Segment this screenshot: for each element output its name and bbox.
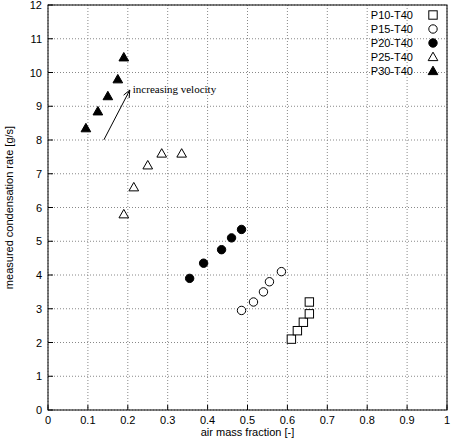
annotation-arrow	[104, 90, 130, 140]
tick-label: 4	[36, 269, 42, 281]
tick-label: 9	[36, 100, 42, 112]
tick-label: 0	[36, 404, 42, 416]
tick-label: 7	[36, 168, 42, 180]
point	[293, 326, 301, 334]
tick-label: 0	[45, 414, 51, 426]
point	[177, 149, 187, 157]
tick	[287, 405, 288, 410]
plot-frame	[48, 5, 447, 410]
point	[237, 225, 245, 233]
point	[305, 310, 313, 318]
annotation-arrowhead	[124, 90, 130, 98]
tick-label: 2	[36, 337, 42, 349]
grid-line	[48, 308, 447, 309]
legend-marker	[429, 39, 437, 47]
tick	[207, 405, 208, 410]
grid-line	[48, 140, 447, 141]
point	[199, 259, 207, 267]
tick-label: 8	[36, 134, 42, 146]
point	[157, 149, 167, 157]
y-axis-label: measured condensation rate [g/s]	[3, 126, 15, 289]
point	[237, 306, 245, 314]
tick	[48, 38, 53, 39]
point	[249, 298, 257, 306]
grid-line	[48, 241, 447, 242]
tick	[48, 275, 53, 276]
point	[277, 267, 285, 275]
tick	[247, 405, 248, 410]
grid-line	[48, 376, 447, 377]
tick	[48, 308, 53, 309]
tick	[367, 405, 368, 410]
annotation: increasing velocity	[133, 83, 217, 95]
tick-label: 1	[36, 370, 42, 382]
point	[305, 298, 313, 306]
point	[299, 318, 307, 326]
legend-label: P10-T40	[371, 9, 413, 21]
tick	[48, 376, 53, 377]
grid-line	[48, 342, 447, 343]
tick-label: 1	[444, 414, 450, 426]
point	[81, 123, 91, 131]
tick-label: 5	[36, 235, 42, 247]
tick-label: 0.1	[80, 414, 95, 426]
legend-marker	[429, 11, 437, 19]
tick-label: 11	[31, 33, 42, 45]
tick-label: 0.5	[240, 414, 255, 426]
x-axis-label: air mass fraction [-]	[201, 426, 295, 438]
legend-label: P20-T40	[371, 37, 413, 49]
point	[119, 52, 129, 60]
tick-label: 6	[36, 202, 42, 214]
point	[265, 278, 273, 286]
legend-label: P25-T40	[371, 51, 413, 63]
tick	[87, 405, 88, 410]
data-group	[81, 52, 313, 343]
grid-line	[247, 5, 248, 410]
tick	[167, 405, 168, 410]
chart: 00.10.20.30.40.50.60.70.80.9101234567891…	[0, 0, 452, 440]
tick	[48, 173, 53, 174]
point	[113, 74, 123, 82]
tick	[127, 405, 128, 410]
tick	[48, 106, 53, 107]
point	[217, 245, 225, 253]
point	[287, 335, 295, 343]
tick-label: 0.7	[320, 414, 335, 426]
tick	[48, 241, 53, 242]
grid-line	[127, 5, 128, 410]
point	[259, 288, 267, 296]
tick	[48, 72, 53, 73]
tick-label: 3	[36, 303, 42, 315]
tick	[48, 140, 53, 141]
grid-line	[48, 275, 447, 276]
point	[143, 160, 153, 168]
tick	[407, 405, 408, 410]
grid-line	[48, 207, 447, 208]
legend-label: P15-T40	[371, 23, 413, 35]
point	[129, 182, 139, 190]
legend-label: P30-T40	[371, 65, 413, 77]
point	[185, 274, 193, 282]
legend-marker	[429, 25, 437, 33]
point	[119, 209, 129, 217]
grid-line	[287, 5, 288, 410]
tick-label: 12	[30, 0, 42, 11]
legend-marker	[428, 52, 438, 60]
tick	[48, 207, 53, 208]
legend-marker	[428, 66, 438, 74]
grid-line	[48, 106, 447, 107]
point	[93, 106, 103, 114]
point	[227, 234, 235, 242]
tick-label: 0.4	[200, 414, 215, 426]
tick-label: 0.2	[120, 414, 135, 426]
tick-label: 10	[30, 67, 42, 79]
point	[103, 91, 113, 99]
tick-label: 0.9	[399, 414, 414, 426]
tick-label: 0.8	[360, 414, 375, 426]
tick-label: 0.6	[280, 414, 295, 426]
tick	[48, 342, 53, 343]
tick	[327, 405, 328, 410]
tick-label: 0.3	[160, 414, 175, 426]
grid-line	[48, 173, 447, 174]
